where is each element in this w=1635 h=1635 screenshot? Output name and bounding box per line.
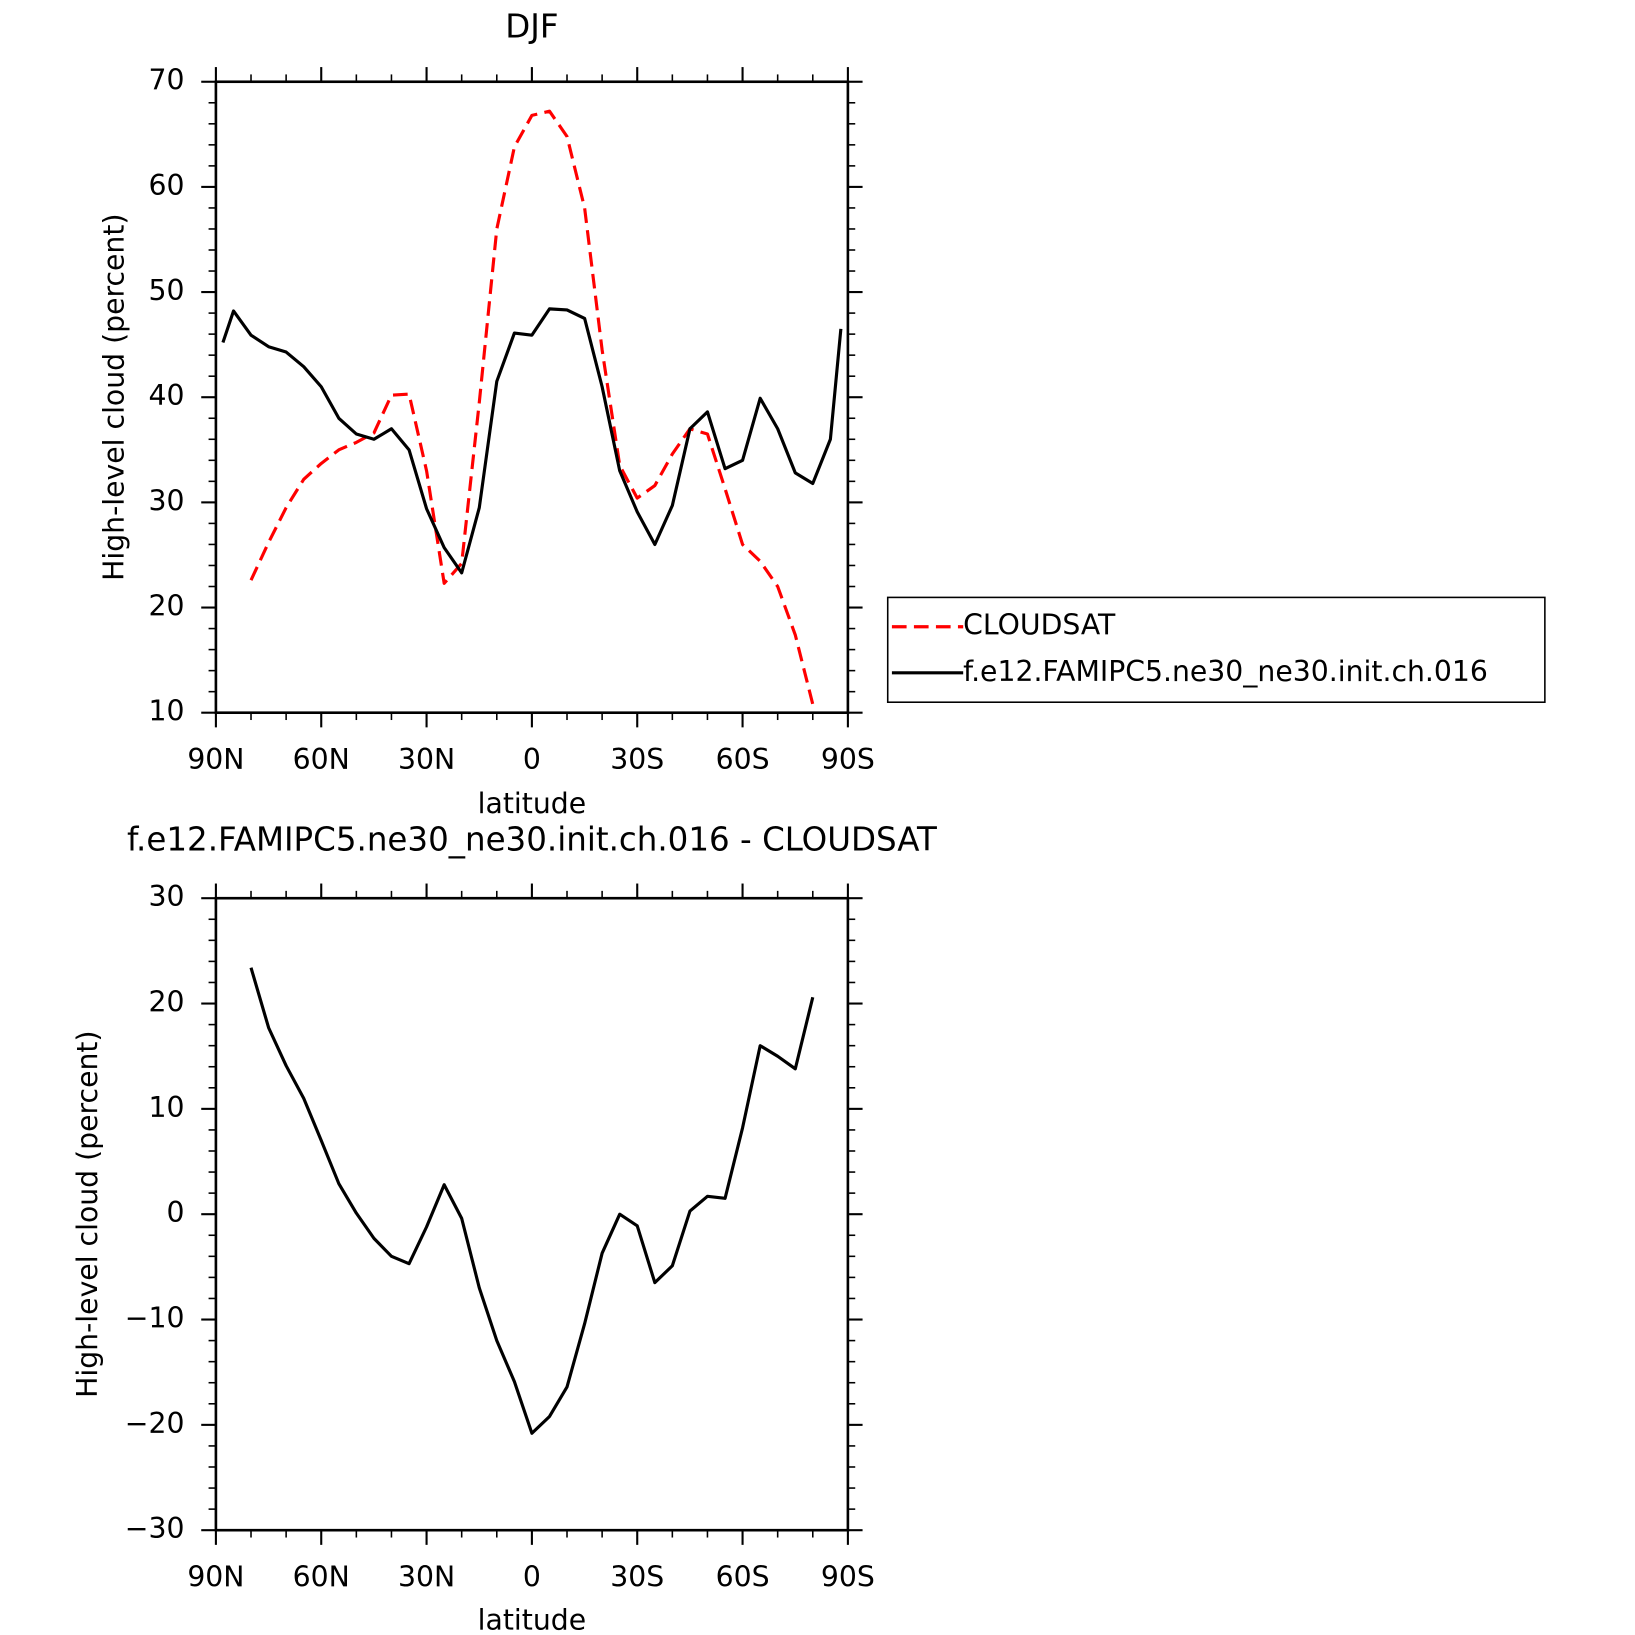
legend-label: f.e12.FAMIPC5.ne30_ne30.init.ch.016: [963, 655, 1488, 688]
y-tick-label: 0: [166, 1196, 184, 1229]
x-tick-label: 30N: [398, 1560, 455, 1593]
y-tick-label: −30: [125, 1512, 185, 1545]
y-tick-label: 20: [148, 590, 184, 623]
x-axis-label: latitude: [478, 1603, 587, 1635]
y-tick-label: 10: [148, 1091, 184, 1124]
chart-title: DJF: [505, 7, 558, 45]
line-series: [221, 307, 843, 575]
y-axis-label: High-level cloud (percent): [97, 214, 130, 581]
x-tick-label: 30N: [398, 743, 455, 776]
y-tick-label: 50: [148, 274, 184, 307]
x-tick-label: 90S: [821, 743, 875, 776]
x-tick-label: 90N: [187, 743, 244, 776]
plot-frame: [214, 80, 850, 715]
legend-box: [886, 596, 1546, 703]
x-tick-label: 0: [523, 1560, 541, 1593]
chart-title: f.e12.FAMIPC5.ne30_ne30.init.ch.016 - CL…: [127, 821, 937, 859]
legend-label: CLOUDSAT: [963, 609, 1116, 642]
plot-frame: [214, 896, 850, 1532]
y-tick-label: 30: [148, 484, 184, 517]
line-series: [249, 109, 815, 705]
x-tick-label: 30S: [610, 1560, 664, 1593]
line-series: [249, 967, 815, 1435]
x-tick-label: 60N: [293, 743, 350, 776]
x-tick-label: 60S: [716, 743, 770, 776]
y-tick-label: 40: [148, 379, 184, 412]
x-tick-label: 60N: [293, 1560, 350, 1593]
y-tick-label: −10: [125, 1302, 185, 1335]
y-tick-label: 20: [148, 986, 184, 1019]
y-tick-label: 60: [148, 169, 184, 202]
x-tick-label: 30S: [610, 743, 664, 776]
x-tick-label: 90N: [187, 1560, 244, 1593]
y-tick-label: 10: [148, 695, 184, 728]
x-tick-label: 60S: [716, 1560, 770, 1593]
y-tick-label: 70: [148, 64, 184, 97]
x-axis-label: latitude: [478, 787, 587, 820]
y-tick-label: 30: [148, 880, 184, 913]
x-tick-label: 90S: [821, 1560, 875, 1593]
y-tick-label: −20: [125, 1407, 185, 1440]
y-axis-label: High-level cloud (percent): [71, 1030, 104, 1397]
x-tick-label: 0: [523, 743, 541, 776]
